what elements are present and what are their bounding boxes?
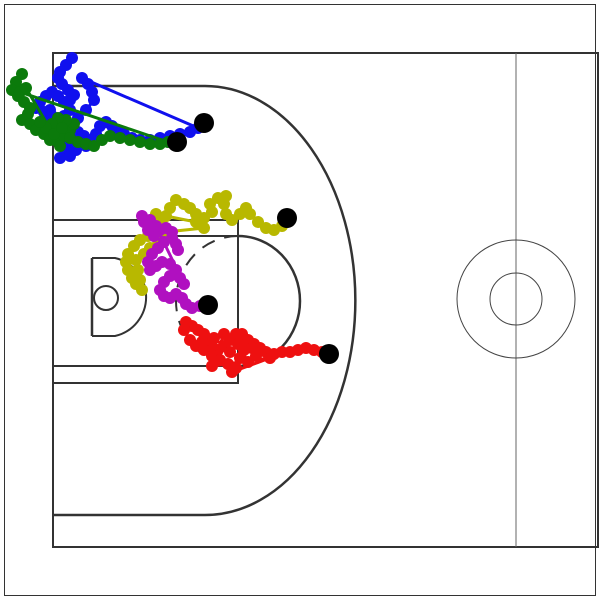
track-point-red [178,324,190,336]
track-point-yellow [198,222,210,234]
track-point-yellow [136,284,148,296]
image-frame [4,4,596,596]
track-point-red [206,360,218,372]
center-circle-outer [456,239,576,359]
basket-rim [93,285,119,311]
track-point-green [124,134,136,146]
three-point-line [53,84,357,517]
track-point-green [134,136,146,148]
track-point-blue [88,94,100,106]
end-marker-yellow [277,208,297,228]
track-point-red [242,356,254,368]
track-point-red [264,352,276,364]
track-point-green [114,132,126,144]
track-point-yellow [252,216,264,228]
track-point-red [208,332,220,344]
track-point-yellow [134,274,146,286]
center-circle-inner [489,272,543,326]
track-yellow [120,190,288,296]
track-point-green [20,82,32,94]
track-point-yellow [220,208,232,220]
track-point-yellow [132,264,144,276]
player-tracks [6,52,328,378]
track-point-magenta [174,272,186,284]
track-red [178,316,328,378]
track-point-red [224,346,236,358]
track-point-red [196,336,208,348]
end-marker-magenta [198,295,218,315]
track-point-blue [54,152,66,164]
track-point-green [34,116,46,128]
track-point-blue [44,104,56,116]
track-point-red [226,366,238,378]
track-point-green [54,140,66,152]
track-point-magenta [150,220,162,232]
track-point-green [56,122,68,134]
end-marker-red [319,344,339,364]
end-marker-blue [194,113,214,133]
track-point-red [218,328,230,340]
track-green [6,68,174,152]
player-end-markers [167,113,339,364]
track-point-red [232,338,244,350]
track-point-green [144,138,156,150]
court-lines [52,52,599,548]
track-point-green [104,130,116,142]
track-point-magenta [172,244,184,256]
end-marker-green [167,132,187,152]
